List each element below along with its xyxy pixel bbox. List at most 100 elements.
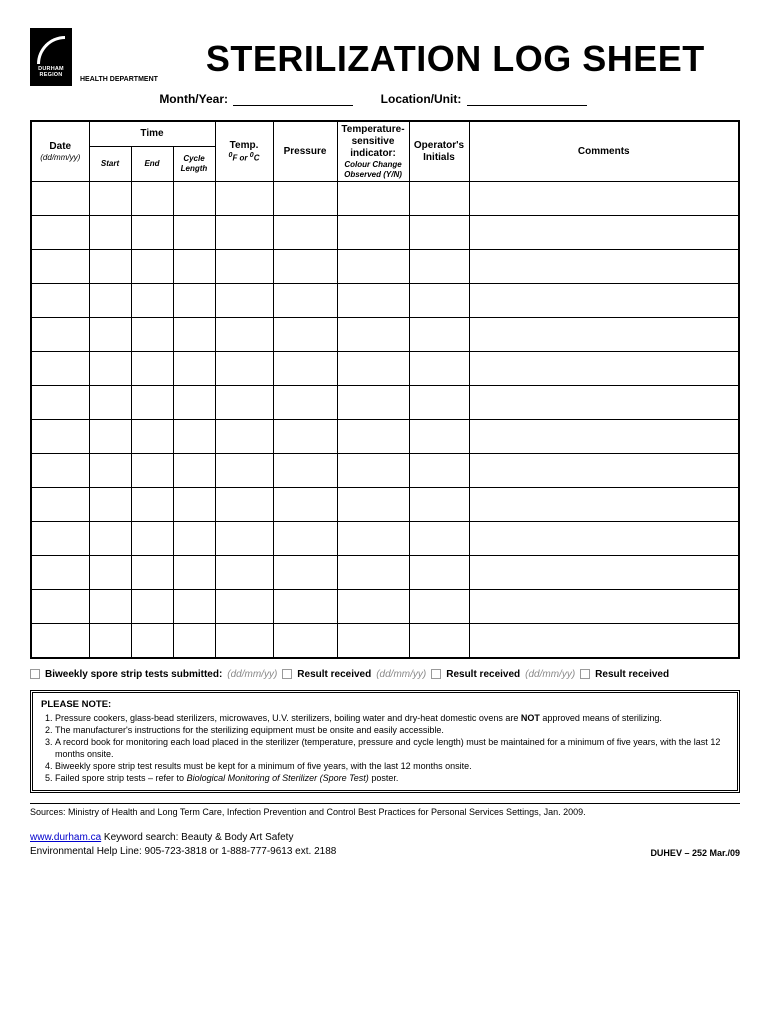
table-cell[interactable] [215, 216, 273, 250]
table-cell[interactable] [173, 420, 215, 454]
table-cell[interactable] [273, 488, 337, 522]
table-cell[interactable] [337, 318, 409, 352]
table-cell[interactable] [469, 386, 739, 420]
table-cell[interactable] [31, 624, 89, 658]
table-cell[interactable] [409, 284, 469, 318]
table-cell[interactable] [273, 454, 337, 488]
table-cell[interactable] [469, 250, 739, 284]
table-cell[interactable] [273, 522, 337, 556]
table-cell[interactable] [131, 522, 173, 556]
table-cell[interactable] [131, 420, 173, 454]
table-cell[interactable] [31, 454, 89, 488]
month-year-input[interactable] [233, 94, 353, 106]
table-cell[interactable] [215, 250, 273, 284]
table-cell[interactable] [469, 488, 739, 522]
table-cell[interactable] [173, 284, 215, 318]
table-cell[interactable] [469, 522, 739, 556]
table-cell[interactable] [469, 182, 739, 216]
table-cell[interactable] [131, 318, 173, 352]
table-cell[interactable] [215, 182, 273, 216]
table-cell[interactable] [469, 454, 739, 488]
table-cell[interactable] [173, 318, 215, 352]
table-cell[interactable] [131, 216, 173, 250]
table-cell[interactable] [273, 284, 337, 318]
table-cell[interactable] [215, 420, 273, 454]
table-cell[interactable] [337, 624, 409, 658]
table-cell[interactable] [469, 624, 739, 658]
table-cell[interactable] [409, 522, 469, 556]
checkbox-icon[interactable] [282, 669, 292, 679]
table-cell[interactable] [89, 454, 131, 488]
table-cell[interactable] [215, 556, 273, 590]
table-cell[interactable] [273, 352, 337, 386]
table-cell[interactable] [173, 182, 215, 216]
table-cell[interactable] [131, 386, 173, 420]
table-cell[interactable] [89, 624, 131, 658]
table-cell[interactable] [215, 284, 273, 318]
table-cell[interactable] [215, 318, 273, 352]
table-cell[interactable] [31, 386, 89, 420]
table-cell[interactable] [409, 556, 469, 590]
table-cell[interactable] [273, 556, 337, 590]
table-cell[interactable] [469, 284, 739, 318]
table-cell[interactable] [469, 318, 739, 352]
durham-link[interactable]: www.durham.ca [30, 832, 101, 843]
table-cell[interactable] [31, 590, 89, 624]
table-cell[interactable] [31, 250, 89, 284]
table-cell[interactable] [131, 284, 173, 318]
table-cell[interactable] [173, 488, 215, 522]
table-cell[interactable] [173, 624, 215, 658]
table-cell[interactable] [215, 454, 273, 488]
table-cell[interactable] [89, 284, 131, 318]
table-cell[interactable] [131, 250, 173, 284]
table-cell[interactable] [215, 386, 273, 420]
checkbox-icon[interactable] [580, 669, 590, 679]
table-cell[interactable] [89, 182, 131, 216]
table-cell[interactable] [409, 488, 469, 522]
table-cell[interactable] [409, 624, 469, 658]
table-cell[interactable] [273, 420, 337, 454]
table-cell[interactable] [469, 556, 739, 590]
table-cell[interactable] [131, 624, 173, 658]
table-cell[interactable] [273, 624, 337, 658]
table-cell[interactable] [469, 590, 739, 624]
table-cell[interactable] [337, 386, 409, 420]
table-cell[interactable] [273, 318, 337, 352]
table-cell[interactable] [173, 590, 215, 624]
table-cell[interactable] [337, 556, 409, 590]
table-cell[interactable] [337, 182, 409, 216]
table-cell[interactable] [273, 250, 337, 284]
table-cell[interactable] [89, 216, 131, 250]
table-cell[interactable] [215, 522, 273, 556]
table-cell[interactable] [469, 420, 739, 454]
table-cell[interactable] [131, 556, 173, 590]
table-cell[interactable] [215, 590, 273, 624]
table-cell[interactable] [409, 182, 469, 216]
table-cell[interactable] [273, 590, 337, 624]
checkbox-icon[interactable] [30, 669, 40, 679]
table-cell[interactable] [31, 420, 89, 454]
table-cell[interactable] [337, 590, 409, 624]
table-cell[interactable] [273, 216, 337, 250]
table-cell[interactable] [31, 352, 89, 386]
table-cell[interactable] [173, 454, 215, 488]
table-cell[interactable] [89, 352, 131, 386]
table-cell[interactable] [89, 250, 131, 284]
table-cell[interactable] [409, 250, 469, 284]
location-input[interactable] [467, 94, 587, 106]
table-cell[interactable] [409, 420, 469, 454]
table-cell[interactable] [337, 352, 409, 386]
table-cell[interactable] [89, 522, 131, 556]
table-cell[interactable] [31, 216, 89, 250]
table-cell[interactable] [337, 454, 409, 488]
table-cell[interactable] [215, 624, 273, 658]
table-cell[interactable] [31, 284, 89, 318]
table-cell[interactable] [215, 488, 273, 522]
table-cell[interactable] [131, 590, 173, 624]
checkbox-icon[interactable] [431, 669, 441, 679]
table-cell[interactable] [89, 318, 131, 352]
table-cell[interactable] [31, 556, 89, 590]
table-cell[interactable] [173, 386, 215, 420]
table-cell[interactable] [173, 556, 215, 590]
table-cell[interactable] [273, 386, 337, 420]
